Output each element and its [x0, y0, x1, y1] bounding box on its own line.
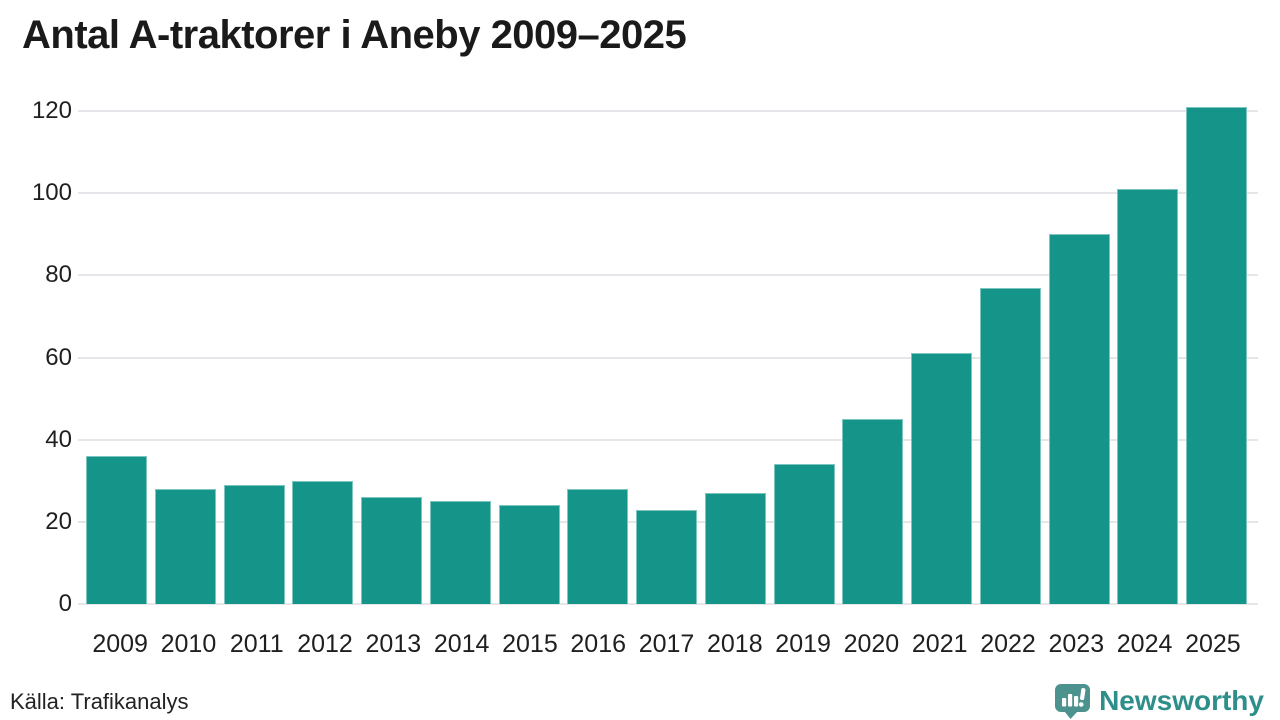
bar-2025: [1186, 107, 1247, 604]
x-tick-label-2017: 2017: [638, 630, 695, 658]
bar-2017: [636, 510, 697, 604]
x-tick-label-2023: 2023: [1048, 630, 1105, 658]
gridline-y-80: [78, 274, 1258, 277]
x-tick-label-2015: 2015: [502, 630, 558, 658]
brand-footer: Newsworthy: [1054, 683, 1264, 719]
x-tick-label-2019: 2019: [775, 630, 831, 658]
y-tick-label-20: 20: [45, 507, 72, 535]
bar-2013: [361, 497, 422, 604]
bar-2010: [154, 489, 216, 604]
x-tick-label-2011: 2011: [229, 630, 284, 658]
bar-2015: [498, 505, 560, 604]
plot-area: 0 20 40 60 80 100 120: [31, 97, 1258, 616]
x-tick-label-2021: 2021: [911, 630, 968, 658]
gridline-y-40: [78, 438, 1258, 441]
bar-2020: [842, 419, 904, 604]
chart-title: Antal A-traktorer i Aneby 2009–2025: [22, 13, 687, 57]
y-tick-label-80: 80: [45, 261, 72, 289]
bar-2016: [567, 489, 629, 604]
bar-2014: [429, 501, 491, 604]
bar-2019: [773, 464, 835, 604]
brand-name: Newsworthy: [1099, 685, 1264, 716]
y-tick-label-60: 60: [45, 343, 72, 371]
y-tick-label-120: 120: [31, 97, 72, 125]
x-tick-label-2009: 2009: [92, 630, 148, 658]
bar-2024: [1117, 189, 1179, 604]
gridline-y-100: [78, 192, 1258, 195]
bar-2023: [1048, 234, 1110, 604]
y-tick-label-100: 100: [31, 179, 72, 207]
x-tick-label-2025: 2025: [1185, 630, 1241, 658]
bar-2022: [979, 288, 1041, 604]
x-tick-label-2012: 2012: [297, 630, 353, 658]
x-tick-label-2018: 2018: [707, 630, 763, 658]
x-tick-label-2013: 2013: [365, 630, 422, 658]
gridline-y-60: [78, 356, 1258, 359]
newsworthy-logo-icon: [1055, 684, 1091, 719]
bar-2021: [911, 353, 972, 604]
bar-2012: [292, 481, 354, 604]
bar-2011: [223, 485, 285, 604]
x-tick-label-2016: 2016: [570, 630, 627, 658]
bar-2018: [704, 493, 766, 604]
source-note: Källa: Trafikanalys: [10, 689, 189, 714]
y-tick-label-0: 0: [58, 590, 72, 617]
x-tick-label-2022: 2022: [980, 630, 1036, 658]
bar-2009: [86, 456, 147, 604]
y-tick-label-40: 40: [45, 425, 72, 453]
x-tick-label-2024: 2024: [1116, 630, 1173, 658]
gridline-y-0: [78, 603, 1258, 605]
bar-series: [86, 107, 1247, 604]
gridline-y-120: [78, 110, 1258, 113]
x-tick-label-2010: 2010: [160, 630, 217, 658]
x-axis-tick-labels: 2009 2010 2011 2012 2013 2014 2015 2016 2017 2018…: [86, 630, 1247, 659]
x-tick-label-2020: 2020: [843, 630, 900, 658]
x-tick-label-2014: 2014: [433, 630, 490, 658]
